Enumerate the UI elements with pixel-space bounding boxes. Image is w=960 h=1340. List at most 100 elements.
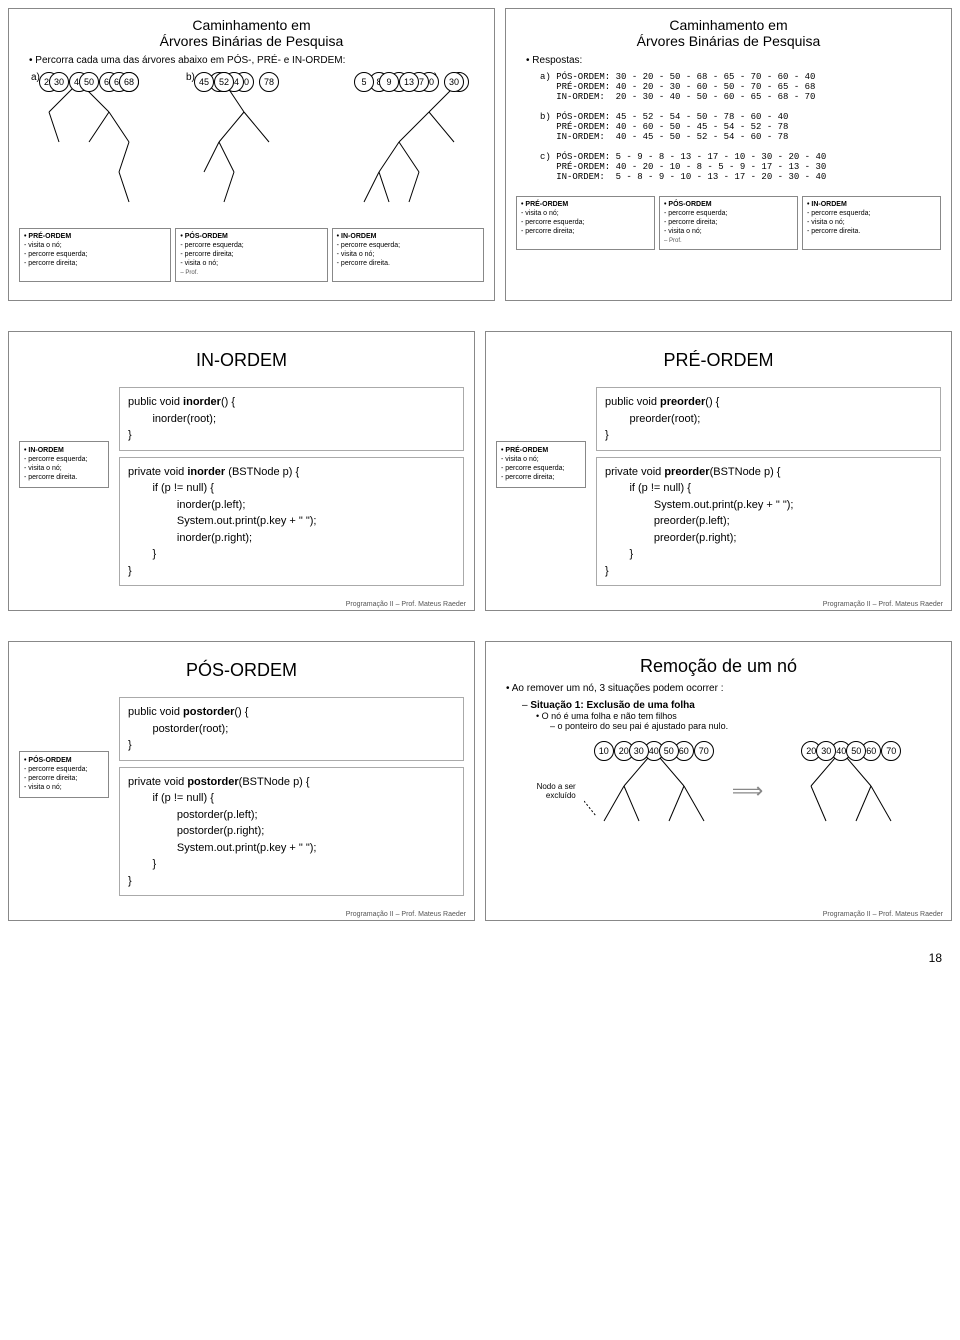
node: 10 [594, 741, 614, 761]
slide-title: Caminhamento em Árvores Binárias de Pesq… [516, 17, 941, 49]
node: 78 [259, 72, 279, 92]
legend-line: - percorre direita; [24, 775, 77, 782]
node: 45 [194, 72, 214, 92]
trees-container: a) 40 20 60 30 50 70 65 68 b) [19, 72, 484, 222]
question-bullet: Percorra cada uma das árvores abaixo em … [29, 55, 484, 66]
legend-title: • PRÉ-ORDEM [501, 447, 548, 454]
code-preorder-public: public void preorder() { preorder(root);… [596, 387, 941, 451]
legend-pos: • PÓS-ORDEM - percorre esquerda; - perco… [175, 228, 327, 282]
slide-postorder: PÓS-ORDEM • PÓS-ORDEM - percorre esquerd… [8, 641, 475, 921]
slide-title: IN-ORDEM [19, 350, 464, 371]
tree-c: c) 40 20 10 30 8 17 5 9 13 [329, 72, 484, 222]
legend-line: - percorre direita. [807, 227, 936, 236]
removal-sub1: Situação 1: Exclusão de uma folha [522, 700, 941, 711]
node: 30 [49, 72, 69, 92]
node: 5 [354, 72, 374, 92]
code-postorder-private: private void postorder(BSTNode p) { if (… [119, 767, 464, 897]
legend-line: - percorre esquerda; [24, 456, 87, 463]
legend-line: - percorre direita; [521, 227, 650, 236]
arrow-icon: ⟹ [732, 778, 764, 804]
code-inorder-private: private void inorder (BSTNode p) { if (p… [119, 457, 464, 587]
legend-row: • PRÉ-ORDEM - visita o nó; - percorre es… [516, 196, 941, 250]
removal-sub2: O nó é uma folha e não tem filhos [536, 711, 941, 721]
legend-line: - percorre esquerda; [180, 241, 322, 250]
code-preorder-private: private void preorder(BSTNode p) { if (p… [596, 457, 941, 587]
legend-line: - percorre esquerda; [807, 209, 936, 218]
node: 70 [694, 741, 714, 761]
legend-title: • IN-ORDEM [24, 447, 64, 454]
answers-bullet: Respostas: [526, 55, 941, 66]
slide-title: Remoção de um nó [496, 656, 941, 677]
code-postorder-public: public void postorder() { postorder(root… [119, 697, 464, 761]
legend-title: • PÓS-ORDEM [24, 757, 72, 764]
legend-pos: • PÓS-ORDEM - percorre esquerda; - perco… [659, 196, 798, 250]
prof-note: – Prof. [180, 270, 198, 276]
legend-line: - visita o nó; [24, 784, 62, 791]
legend-pre: • PRÉ-ORDEM - visita o nó; - percorre es… [516, 196, 655, 250]
side-legend-pos: • PÓS-ORDEM - percorre esquerda; - perco… [19, 751, 109, 797]
slide-preorder: PRÉ-ORDEM • PRÉ-ORDEM - visita o nó; - p… [485, 331, 952, 611]
side-legend-pre: • PRÉ-ORDEM - visita o nó; - percorre es… [496, 441, 586, 487]
node: 30 [444, 72, 464, 92]
legend-line: - visita o nó; [521, 209, 650, 218]
node: 50 [79, 72, 99, 92]
legend-line: - visita o nó; [180, 259, 322, 268]
legend-line: - visita o nó; [501, 456, 539, 463]
legend-line: - visita o nó; [24, 465, 62, 472]
legend-line: - visita o nó; [664, 227, 793, 236]
slide-footer: Programação II – Prof. Mateus Raeder [346, 601, 466, 608]
tree-after: 40 20 60 30 50 70 [771, 741, 911, 841]
legend-title: • IN-ORDEM [807, 201, 847, 208]
code-inorder-public: public void inorder() { inorder(root);} [119, 387, 464, 451]
node: 68 [119, 72, 139, 92]
legend-in: • IN-ORDEM - percorre esquerda; - visita… [802, 196, 941, 250]
tree-before: 40 20 60 10 30 50 70 [584, 741, 724, 841]
legend-line: - percorre direita. [337, 259, 479, 268]
legend-line: - percorre direita; [24, 259, 166, 268]
legend-title: • PRÉ-ORDEM [24, 233, 71, 240]
legend-title: • PRÉ-ORDEM [521, 201, 568, 208]
edges-b [174, 72, 309, 222]
node: 52 [214, 72, 234, 92]
removal-trees: Nodo a ser excluído 40 20 60 10 30 50 70… [496, 741, 941, 841]
slide-inorder: IN-ORDEM • IN-ORDEM - percorre esquerda;… [8, 331, 475, 611]
slide-trees-question: Caminhamento em Árvores Binárias de Pesq… [8, 8, 495, 301]
legend-line: - percorre esquerda; [24, 250, 166, 259]
legend-line: - visita o nó; [337, 250, 479, 259]
legend-in: • IN-ORDEM - percorre esquerda; - visita… [332, 228, 484, 282]
legend-line: - percorre direita; [180, 250, 322, 259]
slide-footer: Programação II – Prof. Mateus Raeder [823, 911, 943, 918]
legend-line: - percorre esquerda; [664, 209, 793, 218]
slide-answers: Caminhamento em Árvores Binárias de Pesq… [505, 8, 952, 301]
node: 9 [379, 72, 399, 92]
answers-text: a) PÓS-ORDEM: 30 - 20 - 50 - 68 - 65 - 7… [540, 72, 941, 182]
slide-title: Caminhamento em Árvores Binárias de Pesq… [19, 17, 484, 49]
side-legend-in: • IN-ORDEM - percorre esquerda; - visita… [19, 441, 109, 487]
legend-title: • IN-ORDEM [337, 233, 377, 240]
legend-line: - visita o nó; [807, 218, 936, 227]
legend-line: - percorre direita. [24, 474, 77, 481]
slide-footer: Programação II – Prof. Mateus Raeder [346, 911, 466, 918]
legend-line: - visita o nó; [24, 241, 166, 250]
legend-line: - percorre esquerda; [24, 766, 87, 773]
legend-line: - percorre esquerda; [521, 218, 650, 227]
legend-title: • PÓS-ORDEM [180, 233, 228, 240]
removal-bullet: Ao remover um nó, 3 situações podem ocor… [506, 683, 941, 694]
legend-line: - percorre esquerda; [337, 241, 479, 250]
legend-pre: • PRÉ-ORDEM - visita o nó; - percorre es… [19, 228, 171, 282]
legend-line: - percorre direita; [501, 474, 554, 481]
node: 30 [629, 741, 649, 761]
tree-a: a) 40 20 60 30 50 70 65 68 [19, 72, 154, 222]
node: 13 [399, 72, 419, 92]
removal-sub3: o ponteiro do seu pai é ajustado para nu… [550, 721, 941, 731]
node: 50 [659, 741, 679, 761]
legend-title: • PÓS-ORDEM [664, 201, 712, 208]
legend-line: - percorre esquerda; [501, 465, 564, 472]
legend-row: • PRÉ-ORDEM - visita o nó; - percorre es… [19, 228, 484, 282]
slide-footer: Programação II – Prof. Mateus Raeder [823, 601, 943, 608]
legend-line: - percorre direita; [664, 218, 793, 227]
prof-note: – Prof. [664, 238, 682, 244]
page-number: 18 [8, 951, 952, 965]
slide-title: PÓS-ORDEM [19, 660, 464, 681]
slide-title: PRÉ-ORDEM [496, 350, 941, 371]
